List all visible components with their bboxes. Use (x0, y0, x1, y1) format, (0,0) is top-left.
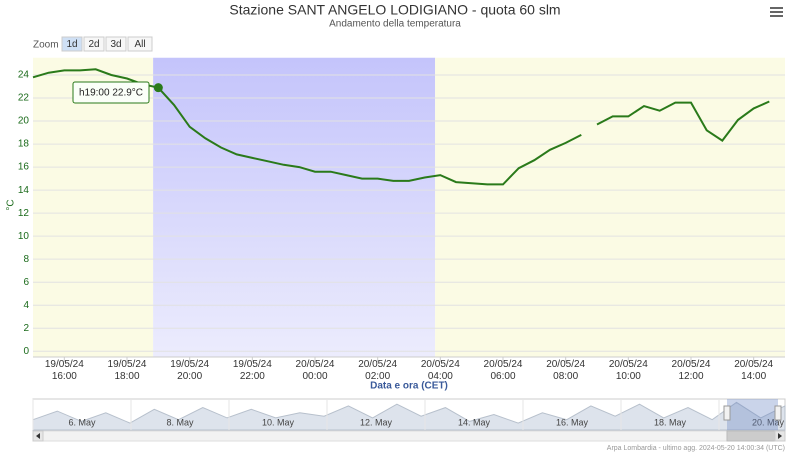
x-tick-label: 20/05/24 00:00 (296, 359, 335, 382)
zoom-button[interactable]: All (127, 36, 153, 52)
y-tick-label: 0 (23, 346, 29, 357)
x-tick-label: 20/05/24 08:00 (546, 359, 585, 382)
x-tick-label: 19/05/24 22:00 (233, 359, 272, 382)
navigator-label: 8. May (166, 417, 194, 427)
y-tick-label: 6 (23, 277, 29, 288)
menu-bar (770, 7, 783, 9)
x-tick-label: 19/05/24 20:00 (170, 359, 209, 382)
x-tick-label: 20/05/24 12:00 (672, 359, 711, 382)
y-axis-title: °C (6, 199, 17, 210)
zoom-button-bg (83, 36, 105, 52)
x-tick-label: 19/05/24 16:00 (45, 359, 84, 382)
scrollbar-arrow (36, 433, 40, 439)
navigator-label: 14. May (458, 417, 491, 427)
plot-band (33, 57, 154, 357)
navigator-label: 18. May (654, 417, 687, 427)
scrollbar-thumb[interactable] (726, 430, 779, 442)
hover-marker (153, 83, 163, 93)
menu-bar (770, 11, 783, 13)
y-tick-label: 22 (18, 93, 30, 104)
x-tick-label: 20/05/24 06:00 (484, 359, 523, 382)
tooltip-text: h19:00 22.9°C (79, 88, 143, 99)
zoom-button-label: 1d (66, 39, 77, 50)
navigator-selection[interactable] (727, 399, 778, 430)
y-tick-label: 8 (23, 254, 29, 265)
navigator-label: 6. May (68, 417, 96, 427)
menu-button[interactable] (770, 7, 783, 17)
zoom-button-bg (61, 36, 83, 52)
chart-subtitle: Andamento della temperatura (329, 19, 461, 30)
x-tick-label: 20/05/24 10:00 (609, 359, 648, 382)
y-tick-label: 2 (23, 323, 29, 334)
scrollbar-arrow (778, 433, 782, 439)
chart-title: Stazione SANT ANGELO LODIGIANO - quota 6… (229, 2, 560, 18)
navigator-handle[interactable] (774, 405, 782, 421)
navigator-area (32, 401, 786, 431)
zoom-button-label: 2d (88, 39, 99, 50)
y-tick-label: 12 (18, 208, 30, 219)
x-tick-label: 20/05/24 14:00 (734, 359, 773, 382)
series-line (32, 68, 770, 186)
navigator-label: 10. May (262, 417, 295, 427)
y-tick-label: 14 (18, 185, 30, 196)
zoom-button[interactable]: 3d (105, 36, 127, 52)
menu-bar (770, 15, 783, 17)
zoom-button-label: 3d (110, 39, 121, 50)
zoom-label: Zoom (33, 40, 59, 51)
zoom-button[interactable]: 2d (83, 36, 105, 52)
navigator-label: 12. May (360, 417, 393, 427)
y-tick-label: 20 (18, 116, 30, 127)
zoom-button-bg (127, 36, 153, 52)
y-tick-label: 24 (18, 70, 30, 81)
scrollbar-track (32, 430, 786, 442)
zoom-button-label: All (134, 39, 145, 50)
x-tick-label: 20/05/24 02:00 (358, 359, 397, 382)
navigator-label: 20. May (752, 417, 785, 427)
zoom-button-bg (105, 36, 127, 52)
zoom-button[interactable]: 1d (61, 36, 83, 52)
navigator-label: 16. May (556, 417, 589, 427)
y-tick-label: 4 (23, 300, 29, 311)
plot-band (153, 57, 436, 357)
x-tick-label: 20/05/24 04:00 (421, 359, 460, 382)
y-tick-label: 18 (18, 139, 30, 150)
plot-band (435, 57, 785, 357)
y-tick-label: 16 (18, 162, 30, 173)
x-tick-label: 19/05/24 18:00 (108, 359, 147, 382)
y-tick-label: 10 (18, 231, 30, 242)
x-axis-title: Data e ora (CET) (370, 381, 448, 392)
credits: Arpa Lombardia - ultimo agg. 2024-05-20 … (607, 445, 785, 452)
navigator-handle[interactable] (723, 405, 731, 421)
tooltip-box (72, 81, 150, 104)
